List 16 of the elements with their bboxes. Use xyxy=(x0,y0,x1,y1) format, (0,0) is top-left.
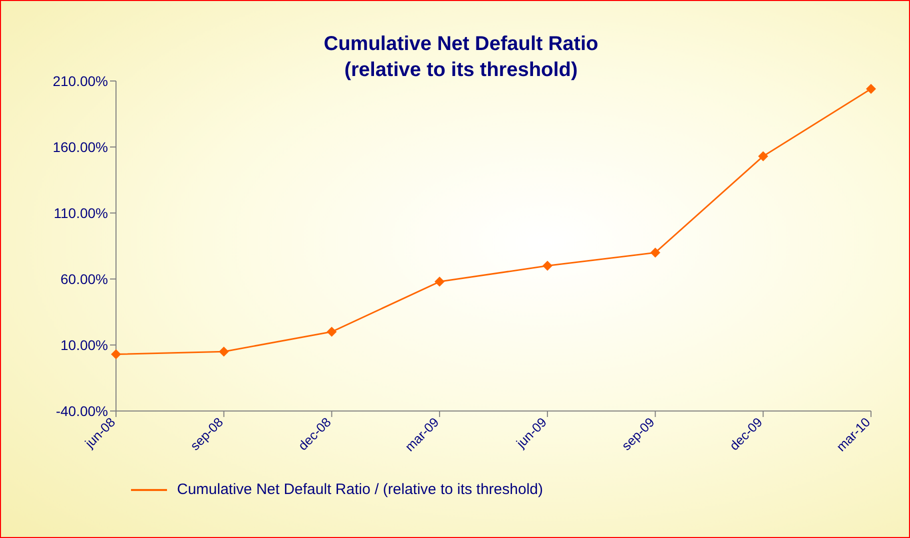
y-tick-label: 110.00% xyxy=(54,204,108,221)
y-tick-label: 160.00% xyxy=(52,138,108,155)
y-tick-label: -40.00% xyxy=(56,402,108,419)
chart-title: Cumulative Net Default Ratio (relative to its threshold) xyxy=(322,32,600,81)
point xyxy=(218,346,229,357)
y-tick-label: 210.00% xyxy=(52,72,108,89)
point xyxy=(326,326,337,337)
y-tick-label: 10.00% xyxy=(60,336,108,353)
point xyxy=(866,84,876,94)
point xyxy=(650,248,660,258)
point xyxy=(758,151,768,162)
point xyxy=(542,260,552,271)
point xyxy=(434,276,445,287)
y-tick-label: 60.00% xyxy=(60,270,108,287)
legend-label: Cumulative Net Default Ratio / (relative to its threshold) xyxy=(176,481,543,498)
point xyxy=(111,349,121,360)
